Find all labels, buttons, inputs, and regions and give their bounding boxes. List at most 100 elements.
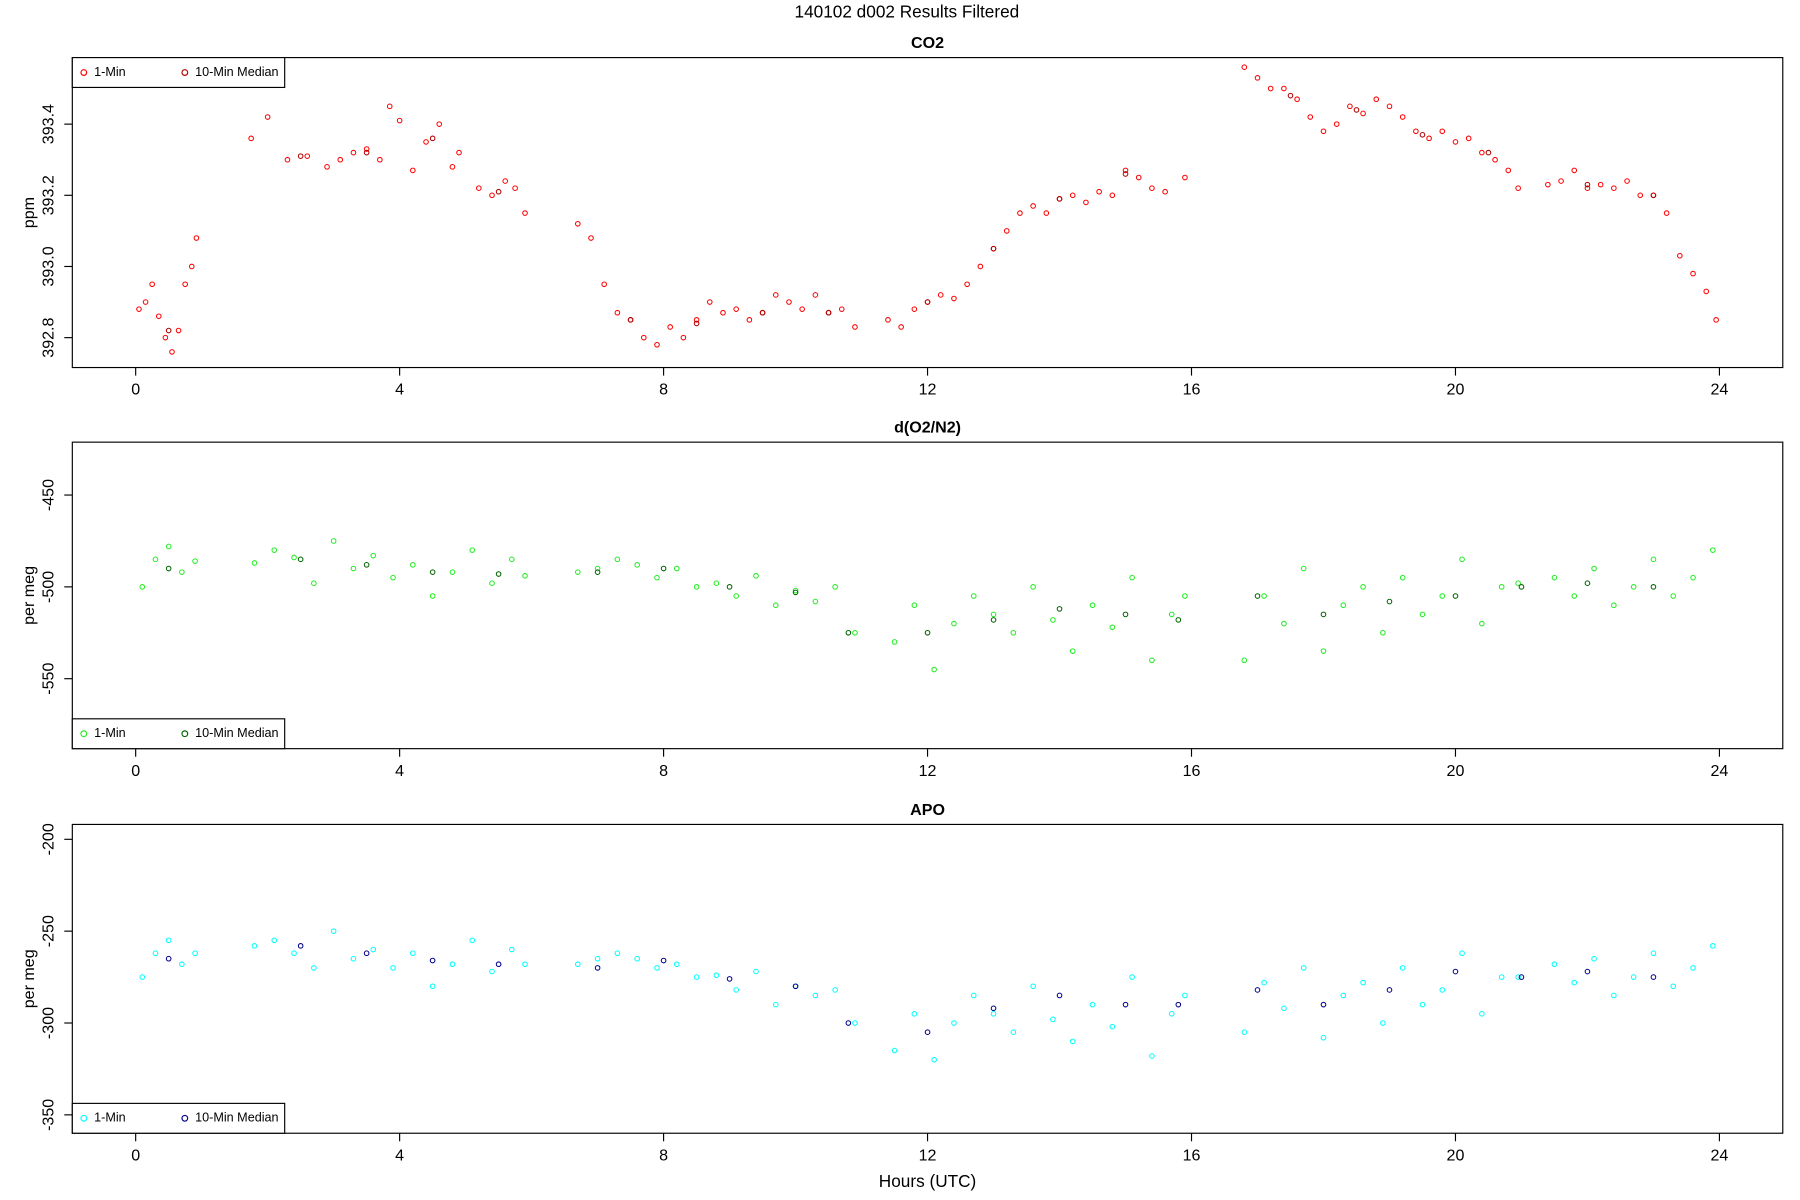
data-point	[1650, 584, 1657, 590]
data-point	[1241, 1029, 1248, 1036]
data-point	[1584, 580, 1591, 587]
data-point	[1515, 580, 1521, 587]
data-point	[792, 587, 799, 594]
data-point	[1347, 103, 1353, 110]
data-point	[1360, 110, 1366, 117]
data-point	[1320, 128, 1327, 135]
data-point	[1637, 192, 1644, 199]
data-point	[1545, 181, 1551, 188]
data-point	[1505, 167, 1512, 174]
data-point	[693, 974, 700, 980]
data-point	[1182, 174, 1188, 181]
legend-label: 1-Min	[94, 726, 126, 740]
data-point	[165, 955, 172, 962]
data-point	[812, 598, 819, 605]
data-point	[350, 565, 357, 572]
data-point	[489, 580, 495, 587]
data-point	[469, 937, 476, 944]
data-point	[1710, 943, 1716, 949]
x-tick-label: 8	[659, 762, 668, 780]
data-point	[693, 584, 700, 590]
data-point	[1050, 1016, 1056, 1023]
x-tick-label: 8	[659, 1146, 668, 1164]
data-point	[175, 327, 182, 334]
data-point	[1571, 593, 1578, 599]
legend-label: 10-Min Median	[195, 1111, 278, 1125]
data-point	[931, 1056, 937, 1063]
data-point	[264, 114, 271, 120]
data-point	[1386, 103, 1393, 110]
y-tick-label: 393.2	[40, 175, 58, 215]
y-tick-label: 393.4	[40, 104, 58, 144]
data-point	[673, 961, 680, 968]
data-point	[1591, 955, 1597, 962]
data-point	[1010, 1029, 1017, 1036]
data-point	[753, 573, 759, 579]
data-point	[970, 593, 977, 599]
data-point	[1399, 114, 1406, 120]
data-point	[363, 950, 370, 957]
data-point	[390, 965, 396, 971]
data-point	[1551, 961, 1558, 968]
data-point	[142, 299, 149, 305]
data-point	[377, 156, 383, 163]
data-point	[1294, 96, 1300, 103]
data-point	[1663, 210, 1670, 216]
data-point	[1129, 974, 1135, 980]
data-point	[990, 617, 997, 623]
data-point	[852, 1020, 858, 1026]
data-point	[1056, 606, 1063, 612]
legend-marker	[181, 730, 189, 738]
legend-marker	[181, 1114, 189, 1122]
x-tick-label: 0	[131, 381, 140, 399]
data-point	[1340, 992, 1347, 999]
data-point	[512, 185, 518, 192]
data-point	[977, 263, 984, 270]
legend-label: 1-Min	[94, 1111, 126, 1125]
data-point	[363, 562, 370, 568]
data-point	[1030, 203, 1036, 209]
data-point	[165, 543, 172, 550]
y-axis-label: per meg	[20, 949, 38, 1008]
data-point	[746, 317, 753, 323]
data-point	[1515, 974, 1521, 980]
data-point	[660, 565, 667, 572]
data-point	[1003, 228, 1010, 234]
data-point	[139, 974, 146, 980]
data-point	[601, 281, 608, 288]
y-tick-label: -250	[40, 915, 58, 947]
data-point	[165, 565, 172, 572]
data-point	[489, 192, 495, 199]
data-point	[1479, 620, 1485, 627]
data-point	[1459, 556, 1465, 563]
data-point	[410, 167, 416, 174]
data-point	[1650, 974, 1657, 980]
data-point	[162, 334, 169, 341]
x-tick-label: 4	[395, 1146, 404, 1164]
data-point	[1320, 1001, 1327, 1008]
data-point	[1690, 965, 1696, 971]
data-point	[449, 164, 456, 170]
data-point	[1373, 96, 1380, 103]
data-point	[449, 569, 456, 575]
data-point	[614, 556, 621, 563]
data-point	[1109, 624, 1116, 631]
data-point	[456, 149, 462, 156]
data-point	[1452, 593, 1459, 599]
data-point	[1360, 584, 1366, 590]
data-point	[924, 299, 931, 305]
data-point	[1518, 584, 1525, 590]
data-point	[772, 602, 779, 609]
data-point	[1479, 1011, 1485, 1017]
data-point	[990, 1011, 997, 1017]
data-point	[248, 135, 254, 142]
data-point	[271, 547, 278, 553]
data-point	[594, 569, 601, 575]
data-point	[304, 153, 311, 159]
data-point	[1690, 270, 1696, 277]
data-point	[193, 235, 200, 241]
panel-title: d(O2/N2)	[894, 419, 961, 437]
x-tick-label: 16	[1183, 381, 1201, 399]
x-axis-label: Hours (UTC)	[879, 1171, 976, 1191]
data-point	[152, 556, 159, 563]
